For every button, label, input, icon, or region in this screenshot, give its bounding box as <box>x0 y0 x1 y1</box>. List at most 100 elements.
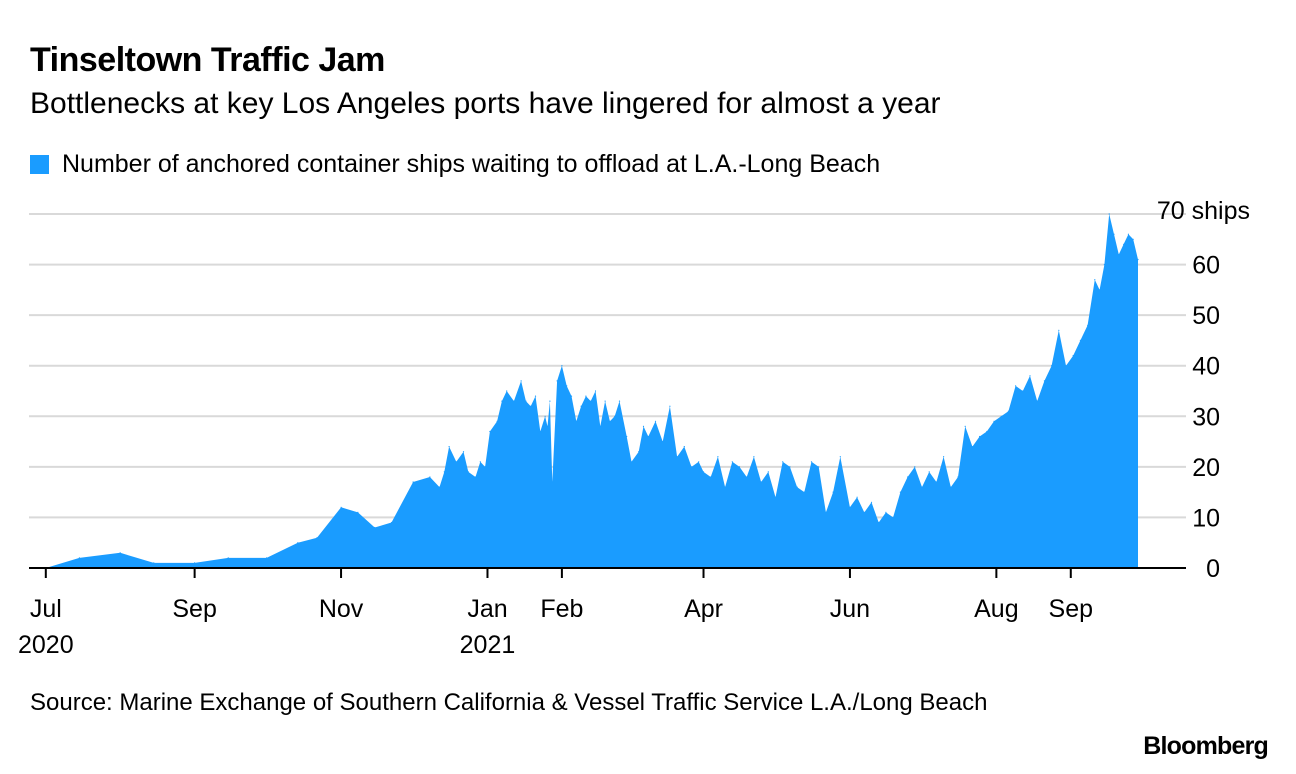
axes: 0 10 20 30 40 50 60 70 ships Jul 2020 Sep Nov Jan 202… <box>18 197 1250 659</box>
data-point <box>928 471 930 473</box>
data-point <box>885 511 887 513</box>
y-tick-label: 60 <box>1192 252 1220 280</box>
data-point <box>614 415 616 417</box>
data-point <box>484 466 486 468</box>
data-point <box>1036 400 1038 402</box>
data-point <box>266 557 268 559</box>
data-point <box>986 430 988 433</box>
data-point <box>1079 339 1081 341</box>
data-point <box>1051 365 1053 367</box>
data-point <box>474 476 477 478</box>
data-point <box>374 526 376 529</box>
data-point <box>1113 233 1115 235</box>
data-point <box>1007 410 1010 412</box>
data-point <box>534 395 537 397</box>
data-point <box>638 451 640 453</box>
data-point <box>796 486 798 488</box>
data-point <box>810 461 813 463</box>
data-point <box>746 476 748 478</box>
data-point <box>943 456 945 458</box>
data-point <box>839 456 841 458</box>
data-point <box>753 456 755 458</box>
legend-label: Number of anchored container ships waiti… <box>62 149 881 178</box>
data-point <box>501 400 503 402</box>
chart-subtitle: Bottlenecks at key Los Angeles ports hav… <box>30 87 941 120</box>
data-point <box>1058 329 1060 331</box>
data-point <box>1108 213 1110 215</box>
data-point <box>513 400 515 402</box>
x-tick-label: Sep <box>1049 595 1093 623</box>
data-point <box>760 481 762 483</box>
data-point <box>626 435 628 438</box>
data-point <box>950 486 952 488</box>
data-point <box>1029 375 1031 377</box>
data-point <box>832 491 834 493</box>
y-tick-label: 20 <box>1192 454 1220 482</box>
data-point <box>585 395 587 397</box>
data-point <box>738 466 741 468</box>
x-tick-year-label: 2020 <box>18 631 74 659</box>
plot-area <box>45 213 1139 569</box>
y-tick-label: 0 <box>1206 555 1220 583</box>
data-point <box>455 461 457 463</box>
data-point <box>556 380 558 382</box>
data-point <box>971 446 974 448</box>
data-point <box>690 466 693 468</box>
data-point <box>390 521 393 524</box>
data-point <box>227 557 229 559</box>
y-tick-label: 50 <box>1192 302 1220 330</box>
data-point <box>702 471 705 473</box>
data-point <box>618 400 621 402</box>
data-point <box>561 365 563 367</box>
data-point <box>1022 390 1024 392</box>
data-point <box>153 562 155 564</box>
data-point <box>899 491 902 493</box>
data-point <box>856 496 858 498</box>
data-point <box>530 405 532 407</box>
data-point <box>1137 258 1139 261</box>
x-tick-label: Jul <box>30 595 62 623</box>
data-point <box>724 486 726 488</box>
data-point <box>479 461 481 463</box>
x-tick-label: Sep <box>172 595 216 623</box>
data-point <box>566 385 568 387</box>
source-note: Source: Marine Exchange of Southern Cali… <box>30 689 988 716</box>
data-point <box>914 466 916 468</box>
data-point <box>544 415 546 417</box>
data-point <box>892 516 894 519</box>
series-area <box>45 214 1138 568</box>
data-point <box>443 471 445 473</box>
data-point <box>297 542 299 544</box>
data-point <box>467 471 469 473</box>
y-tick-label: 40 <box>1192 353 1220 381</box>
data-point <box>496 420 498 422</box>
data-point <box>870 501 873 503</box>
data-point <box>1094 279 1096 281</box>
x-tick-year-label: 2021 <box>460 631 516 659</box>
y-top-label: 70 ships <box>1157 197 1250 225</box>
data-point <box>429 476 431 478</box>
data-point <box>731 461 733 463</box>
bloomberg-logo: Bloomberg <box>1143 732 1269 760</box>
x-tick-label: Jan <box>467 595 507 623</box>
data-point <box>580 405 582 407</box>
data-point <box>489 430 491 433</box>
data-point <box>340 506 342 508</box>
data-point <box>979 435 981 438</box>
data-point <box>1072 355 1074 357</box>
x-tick-label: Jun <box>830 595 870 623</box>
x-tick-label: Apr <box>684 595 723 623</box>
data-point <box>767 471 769 473</box>
data-point <box>803 491 805 493</box>
data-point <box>609 420 611 422</box>
data-point <box>520 380 522 382</box>
data-point <box>774 496 777 498</box>
data-point <box>921 486 923 488</box>
data-point <box>1127 233 1129 235</box>
data-point <box>710 476 712 478</box>
data-point <box>907 476 909 478</box>
y-tick-label: 10 <box>1192 504 1220 532</box>
data-point <box>717 456 719 458</box>
data-point <box>549 400 551 402</box>
data-point <box>438 486 441 488</box>
